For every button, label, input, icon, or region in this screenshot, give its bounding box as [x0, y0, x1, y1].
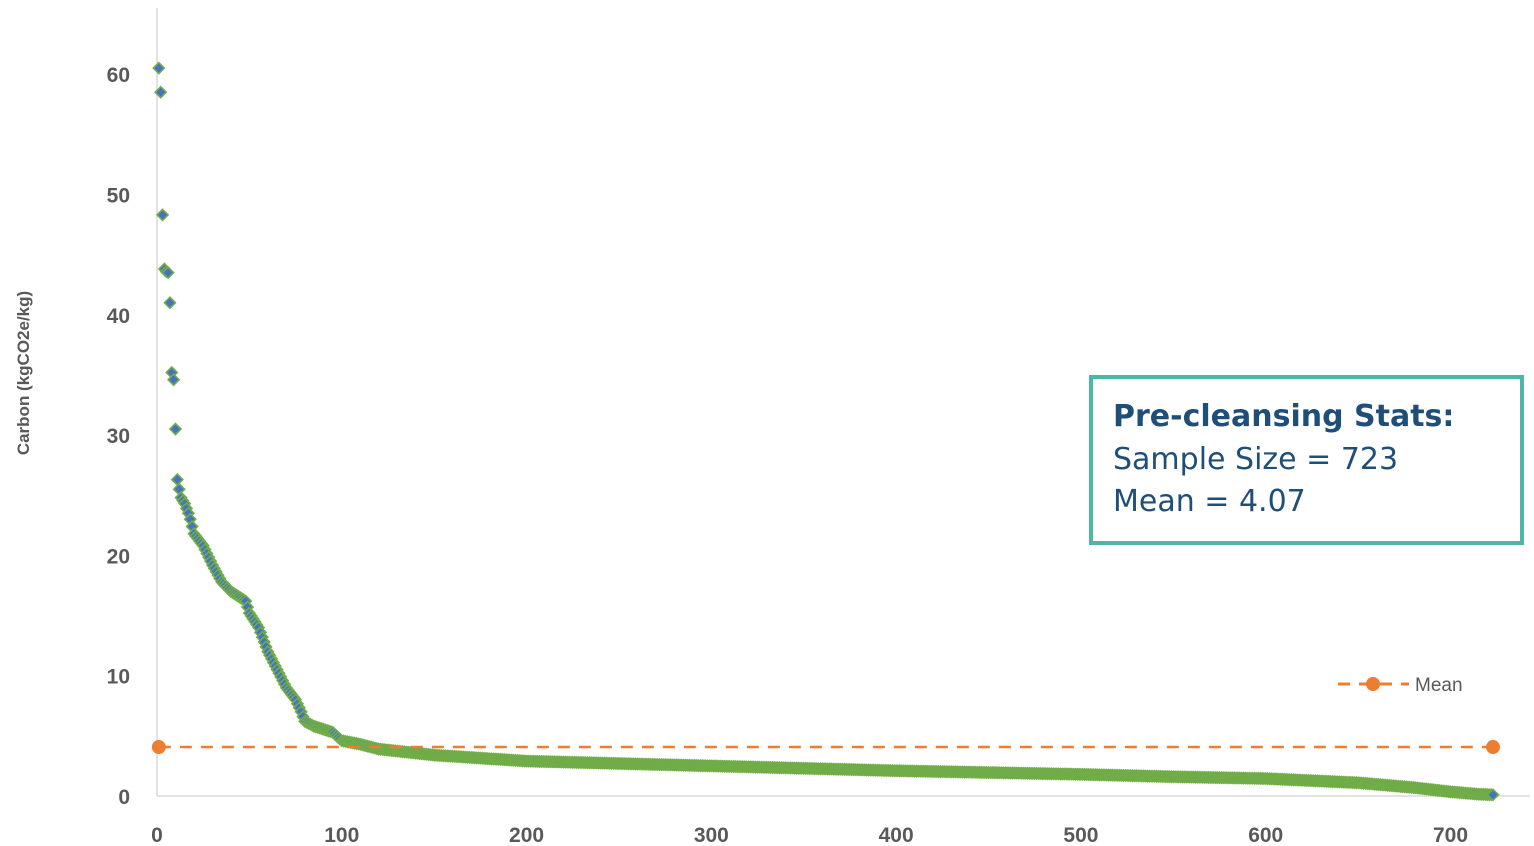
x-tick-label: 0 — [151, 824, 163, 846]
legend: Mean — [1338, 675, 1463, 696]
stats-sample-size: Sample Size = 723 — [1113, 442, 1399, 477]
stats-mean: Mean = 4.07 — [1113, 484, 1306, 519]
data-point — [155, 208, 170, 222]
y-axis-label: Carbon (kgCO2e/kg) — [14, 291, 33, 455]
mean-series — [151, 740, 1500, 755]
x-tick-label: 400 — [879, 824, 914, 846]
data-point — [166, 373, 181, 387]
stats-box: Pre-cleansing Stats: Sample Size = 723 M… — [1089, 375, 1524, 545]
data-points — [152, 61, 1500, 802]
data-point — [168, 422, 183, 436]
data-point — [161, 266, 175, 280]
mean-marker — [1486, 740, 1500, 755]
x-tick-label: 700 — [1433, 824, 1468, 846]
data-point — [170, 472, 184, 487]
chart-axes — [156, 8, 1530, 797]
x-tick-label: 500 — [1063, 824, 1098, 846]
x-tick-label: 300 — [694, 824, 729, 846]
y-tick-label: 60 — [107, 64, 130, 87]
data-point — [154, 85, 168, 99]
mean-marker — [151, 740, 166, 755]
x-tick-label: 100 — [324, 824, 359, 846]
data-point — [163, 296, 177, 310]
y-tick-label: 20 — [107, 545, 130, 568]
x-tick-label: 200 — [509, 824, 544, 846]
y-tick-label: 40 — [107, 305, 130, 328]
y-tick-label: 10 — [107, 666, 130, 689]
tick-labels: 0 100 200 300 400 500 600 700 0 10 20 30 40 50 60 — [107, 64, 1468, 846]
stats-title: Pre-cleansing Stats: — [1113, 399, 1455, 434]
x-tick-label: 600 — [1248, 824, 1283, 846]
y-tick-label: 30 — [107, 425, 130, 448]
legend-mean-marker — [1366, 677, 1380, 691]
data-point — [1486, 788, 1500, 802]
legend-mean-label: Mean — [1415, 675, 1463, 696]
data-point — [152, 61, 166, 75]
y-tick-label: 0 — [118, 786, 130, 809]
y-tick-label: 50 — [107, 184, 130, 207]
